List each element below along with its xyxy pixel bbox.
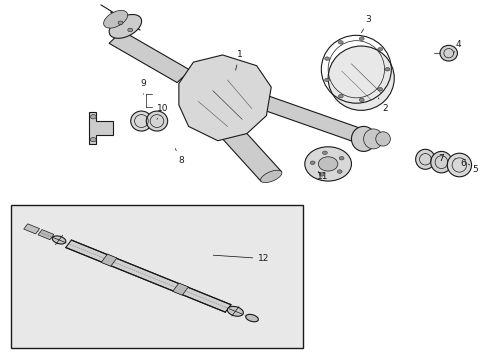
Polygon shape bbox=[222, 129, 281, 181]
Circle shape bbox=[118, 21, 122, 24]
Ellipse shape bbox=[103, 10, 127, 28]
Text: 4: 4 bbox=[453, 40, 460, 53]
Polygon shape bbox=[257, 95, 377, 147]
Ellipse shape bbox=[439, 45, 457, 61]
Circle shape bbox=[338, 41, 343, 44]
Polygon shape bbox=[65, 240, 230, 312]
Ellipse shape bbox=[227, 306, 243, 316]
Circle shape bbox=[359, 98, 364, 102]
Bar bbox=[11, 205, 302, 348]
Ellipse shape bbox=[327, 46, 393, 111]
Polygon shape bbox=[38, 230, 54, 240]
Circle shape bbox=[318, 157, 337, 171]
Text: 1: 1 bbox=[235, 50, 242, 70]
Text: 2: 2 bbox=[377, 98, 387, 113]
Circle shape bbox=[90, 138, 96, 142]
Circle shape bbox=[322, 151, 326, 154]
Circle shape bbox=[304, 147, 351, 181]
Ellipse shape bbox=[363, 129, 382, 149]
Circle shape bbox=[324, 78, 329, 82]
Ellipse shape bbox=[245, 314, 258, 322]
Text: 11: 11 bbox=[316, 171, 327, 181]
Text: 6: 6 bbox=[454, 158, 465, 168]
Text: 12: 12 bbox=[213, 254, 269, 263]
Polygon shape bbox=[101, 254, 117, 266]
Ellipse shape bbox=[146, 111, 167, 131]
Circle shape bbox=[339, 157, 344, 160]
Polygon shape bbox=[179, 55, 271, 141]
Polygon shape bbox=[89, 112, 113, 144]
Polygon shape bbox=[24, 224, 40, 234]
Ellipse shape bbox=[351, 126, 375, 152]
Circle shape bbox=[377, 87, 382, 91]
Polygon shape bbox=[109, 31, 190, 82]
Ellipse shape bbox=[447, 153, 470, 177]
Circle shape bbox=[90, 114, 96, 119]
Circle shape bbox=[377, 48, 382, 51]
Ellipse shape bbox=[109, 14, 142, 38]
Ellipse shape bbox=[375, 132, 389, 146]
Text: 7: 7 bbox=[432, 154, 444, 163]
Circle shape bbox=[359, 37, 364, 40]
Ellipse shape bbox=[430, 152, 451, 173]
Circle shape bbox=[319, 172, 324, 176]
Circle shape bbox=[309, 161, 314, 165]
Circle shape bbox=[338, 94, 343, 98]
Text: 3: 3 bbox=[361, 15, 370, 33]
Ellipse shape bbox=[130, 111, 152, 131]
Text: 10: 10 bbox=[157, 104, 168, 119]
Ellipse shape bbox=[415, 149, 434, 169]
Circle shape bbox=[324, 57, 329, 60]
Circle shape bbox=[384, 67, 389, 71]
Polygon shape bbox=[172, 283, 188, 295]
Circle shape bbox=[127, 28, 132, 32]
Text: 5: 5 bbox=[467, 164, 477, 174]
Ellipse shape bbox=[52, 236, 66, 244]
Ellipse shape bbox=[260, 170, 281, 183]
Circle shape bbox=[337, 170, 342, 174]
Text: 9: 9 bbox=[140, 79, 146, 94]
Text: 8: 8 bbox=[175, 149, 184, 165]
